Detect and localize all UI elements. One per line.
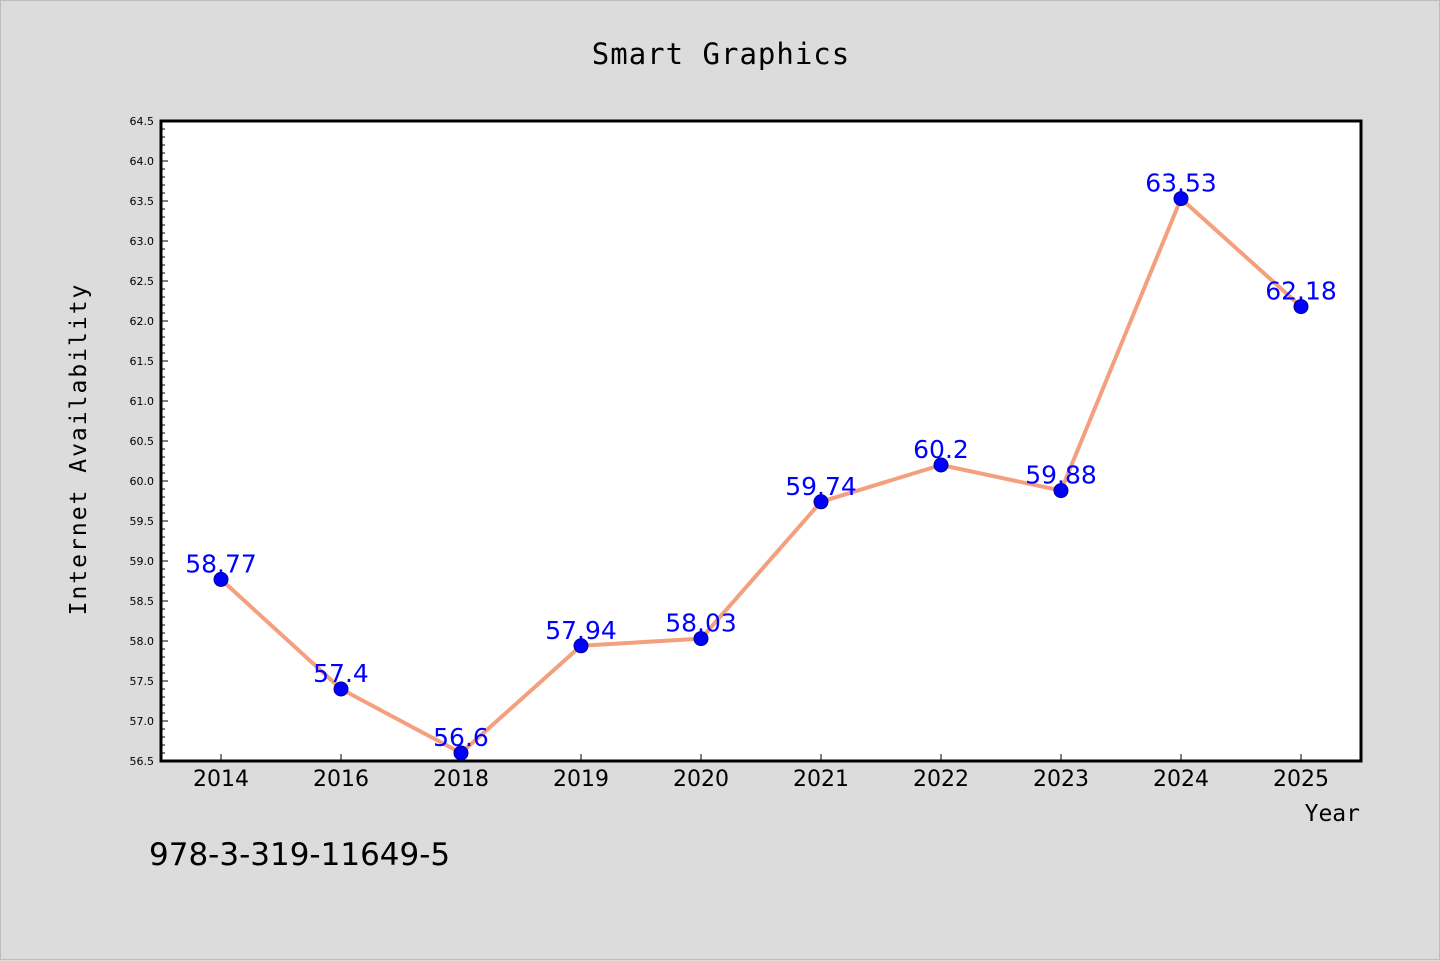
- y-tick-label: 63.0: [130, 235, 155, 248]
- data-label: 60.2: [913, 435, 969, 464]
- data-point-marker: [933, 457, 949, 473]
- data-markers: [213, 191, 1309, 761]
- y-tick-label: 64.5: [130, 115, 155, 128]
- data-label: 56.6: [433, 723, 489, 752]
- y-tick-label: 60.5: [130, 435, 155, 448]
- y-tick-label: 60.0: [130, 475, 155, 488]
- y-tick-label: 57.5: [130, 675, 155, 688]
- data-point-marker: [213, 571, 229, 587]
- plot-area: [159, 119, 1363, 763]
- y-axis-label: Internet Availability: [66, 283, 92, 616]
- x-axis-label: Year: [1305, 801, 1360, 827]
- y-tick-label: 62.0: [130, 315, 155, 328]
- x-tick-label: 2023: [1033, 767, 1089, 792]
- data-label: 62.18: [1265, 277, 1337, 306]
- x-tick-label: 2020: [673, 767, 729, 792]
- x-tick-label: 2022: [913, 767, 969, 792]
- data-point-marker: [333, 681, 349, 697]
- data-label: 58.03: [665, 609, 737, 638]
- x-tick-label: 2016: [313, 767, 369, 792]
- x-tick-label: 2019: [553, 767, 609, 792]
- data-labels: 58.77 57.4 56.6 57.94 58.03 59.74 60.2 59.88 63.…: [185, 169, 1337, 752]
- y-tick-label: 61.5: [130, 355, 155, 368]
- data-point-marker: [573, 638, 589, 654]
- y-tick-label: 57.0: [130, 715, 155, 728]
- y-tick-label: 58.0: [130, 635, 155, 648]
- data-label: 59.88: [1025, 461, 1097, 490]
- series-line-group: [219, 196, 1303, 755]
- y-tick-label: 64.0: [130, 155, 155, 168]
- y-tick-label: 62.5: [130, 275, 155, 288]
- data-point-marker: [1053, 483, 1069, 499]
- y-tick-label: 56.5: [130, 755, 155, 768]
- x-tick-label: 2021: [793, 767, 849, 792]
- data-point-marker: [1293, 299, 1309, 315]
- y-tick-label: 61.0: [130, 395, 155, 408]
- data-point-marker: [453, 745, 469, 761]
- x-axis-ticks: 2014 2016 2018 2019 2020 2021 2022 2023 2024 2025: [193, 754, 1329, 792]
- data-label: 57.94: [545, 616, 617, 645]
- data-point-marker: [1173, 191, 1189, 207]
- footnote-isbn: 978-3-319-11649-5: [149, 837, 450, 873]
- y-tick-label: 63.5: [130, 195, 155, 208]
- data-label: 59.74: [785, 472, 857, 501]
- y-tick-label: 59.5: [130, 515, 155, 528]
- data-label: 57.4: [313, 659, 369, 688]
- x-tick-label: 2024: [1153, 767, 1209, 792]
- y-tick-label: 58.5: [130, 595, 155, 608]
- x-tick-label: 2018: [433, 767, 489, 792]
- data-point-marker: [693, 631, 709, 647]
- series-line: [219, 196, 1303, 755]
- data-label: 58.77: [185, 549, 257, 578]
- y-axis-ticks: 56.5 57.0 57.5 58.0 58.5 59.0 59.5 60.0 60.5 61.0…: [130, 115, 168, 768]
- data-label: 63.53: [1145, 169, 1217, 198]
- x-tick-label: 2025: [1273, 767, 1329, 792]
- data-point-marker: [813, 494, 829, 510]
- chart-title: Smart Graphics: [592, 37, 850, 71]
- y-tick-label: 59.0: [130, 555, 155, 568]
- x-tick-label: 2014: [193, 767, 249, 792]
